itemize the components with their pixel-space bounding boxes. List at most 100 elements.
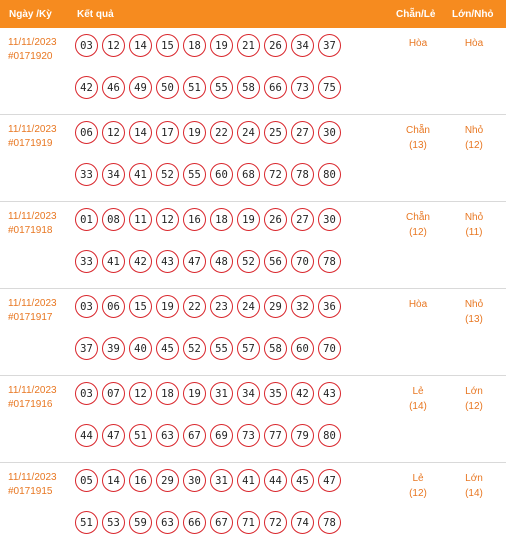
number-ball: 30 xyxy=(183,469,206,492)
number-ball: 17 xyxy=(156,121,179,144)
lon-nho-count: (12) xyxy=(465,401,483,412)
chan-le-count: (12) xyxy=(409,488,427,499)
table-row: 11/11/2023 #0171916 03 07 12 18 19 31 34 35 42 43 44… xyxy=(0,376,506,463)
number-row: 42 46 49 50 51 55 58 66 73 75 xyxy=(75,76,365,101)
number-ball: 55 xyxy=(210,76,233,99)
number-ball: 42 xyxy=(75,76,98,99)
number-ball: 31 xyxy=(210,469,233,492)
number-ball: 51 xyxy=(183,76,206,99)
lon-nho-result: Nhỏ xyxy=(464,212,484,223)
number-ball: 59 xyxy=(129,511,152,534)
number-ball: 25 xyxy=(264,121,287,144)
number-ball: 05 xyxy=(75,469,98,492)
draw-id[interactable]: #0171916 xyxy=(8,399,53,410)
number-ball: 19 xyxy=(156,295,179,318)
number-ball: 18 xyxy=(210,208,233,231)
number-ball: 12 xyxy=(102,121,125,144)
number-ball: 35 xyxy=(264,382,287,405)
number-ball: 51 xyxy=(75,511,98,534)
draw-date: 11/11/2023 xyxy=(8,385,57,396)
number-ball: 55 xyxy=(183,163,206,186)
chan-le-result: Lẻ xyxy=(412,473,424,484)
number-ball: 32 xyxy=(291,295,314,318)
number-ball: 36 xyxy=(318,295,341,318)
number-ball: 14 xyxy=(102,469,125,492)
lon-nho-result: Hòa xyxy=(464,38,484,49)
chan-le-cell: Chẵn (12) xyxy=(390,210,446,240)
number-ball: 55 xyxy=(210,337,233,360)
table-row: 11/11/2023 #0171919 06 12 14 17 19 22 24 25 27 30 33… xyxy=(0,115,506,202)
number-ball: 48 xyxy=(210,250,233,273)
number-ball: 58 xyxy=(264,337,287,360)
table-body: 11/11/2023 #0171920 03 12 14 15 18 19 21 26 34 37 42… xyxy=(0,28,506,549)
chan-le-result: Chẵn xyxy=(406,212,430,223)
number-ball: 73 xyxy=(291,76,314,99)
number-ball: 60 xyxy=(210,163,233,186)
number-ball: 60 xyxy=(291,337,314,360)
lon-nho-count: (12) xyxy=(465,140,483,151)
number-ball: 44 xyxy=(264,469,287,492)
result-numbers: 03 07 12 18 19 31 34 35 42 43 44 47 51 63 67 69 73 77 79 80 xyxy=(75,382,365,466)
number-ball: 42 xyxy=(129,250,152,273)
number-ball: 30 xyxy=(318,208,341,231)
lon-nho-cell: Nhỏ (11) xyxy=(446,210,502,240)
number-ball: 80 xyxy=(318,163,341,186)
number-ball: 47 xyxy=(183,250,206,273)
draw-id[interactable]: #0171917 xyxy=(8,312,53,323)
draw-id[interactable]: #0171915 xyxy=(8,486,53,497)
number-ball: 34 xyxy=(237,382,260,405)
number-row: 33 41 42 43 47 48 52 56 70 78 xyxy=(75,250,365,275)
number-ball: 41 xyxy=(237,469,260,492)
lon-nho-count: (14) xyxy=(465,488,483,499)
chan-le-cell: Lẻ (12) xyxy=(390,471,446,501)
number-ball: 27 xyxy=(291,121,314,144)
draw-date-cell: 11/11/2023 #0171918 xyxy=(8,210,57,238)
number-ball: 49 xyxy=(129,76,152,99)
number-ball: 29 xyxy=(264,295,287,318)
number-ball: 03 xyxy=(75,34,98,57)
number-ball: 03 xyxy=(75,382,98,405)
number-ball: 46 xyxy=(102,76,125,99)
draw-date-cell: 11/11/2023 #0171915 xyxy=(8,471,57,499)
lon-nho-count: (13) xyxy=(465,314,483,325)
number-ball: 52 xyxy=(183,337,206,360)
lon-nho-result: Lớn xyxy=(465,473,483,484)
draw-date-cell: 11/11/2023 #0171917 xyxy=(8,297,57,325)
number-ball: 37 xyxy=(318,34,341,57)
number-ball: 69 xyxy=(210,424,233,447)
number-ball: 42 xyxy=(291,382,314,405)
number-ball: 19 xyxy=(210,34,233,57)
number-row: 33 34 41 52 55 60 68 72 78 80 xyxy=(75,163,365,188)
number-ball: 44 xyxy=(75,424,98,447)
draw-id[interactable]: #0171919 xyxy=(8,138,53,149)
number-ball: 43 xyxy=(318,382,341,405)
lon-nho-result: Nhỏ xyxy=(464,299,484,310)
chan-le-result: Hòa xyxy=(408,299,428,310)
number-ball: 08 xyxy=(102,208,125,231)
number-ball: 70 xyxy=(318,337,341,360)
number-ball: 74 xyxy=(291,511,314,534)
number-ball: 30 xyxy=(318,121,341,144)
number-ball: 27 xyxy=(291,208,314,231)
number-ball: 34 xyxy=(102,163,125,186)
chan-le-result: Lẻ xyxy=(412,386,424,397)
number-ball: 77 xyxy=(264,424,287,447)
number-ball: 52 xyxy=(237,250,260,273)
result-numbers: 03 06 15 19 22 23 24 29 32 36 37 39 40 45 52 55 57 58 60 70 xyxy=(75,295,365,379)
draw-id[interactable]: #0171918 xyxy=(8,225,53,236)
number-ball: 41 xyxy=(129,163,152,186)
number-row: 37 39 40 45 52 55 57 58 60 70 xyxy=(75,337,365,362)
number-ball: 24 xyxy=(237,295,260,318)
number-ball: 07 xyxy=(102,382,125,405)
number-ball: 16 xyxy=(183,208,206,231)
draw-date: 11/11/2023 xyxy=(8,472,57,483)
number-ball: 43 xyxy=(156,250,179,273)
number-ball: 75 xyxy=(318,76,341,99)
chan-le-cell: Lẻ (14) xyxy=(390,384,446,414)
table-row: 11/11/2023 #0171920 03 12 14 15 18 19 21 26 34 37 42… xyxy=(0,28,506,115)
draw-id[interactable]: #0171920 xyxy=(8,51,53,62)
number-ball: 18 xyxy=(183,34,206,57)
number-ball: 06 xyxy=(102,295,125,318)
chan-le-count: (14) xyxy=(409,401,427,412)
table-row: 11/11/2023 #0171917 03 06 15 19 22 23 24 29 32 36 37… xyxy=(0,289,506,376)
